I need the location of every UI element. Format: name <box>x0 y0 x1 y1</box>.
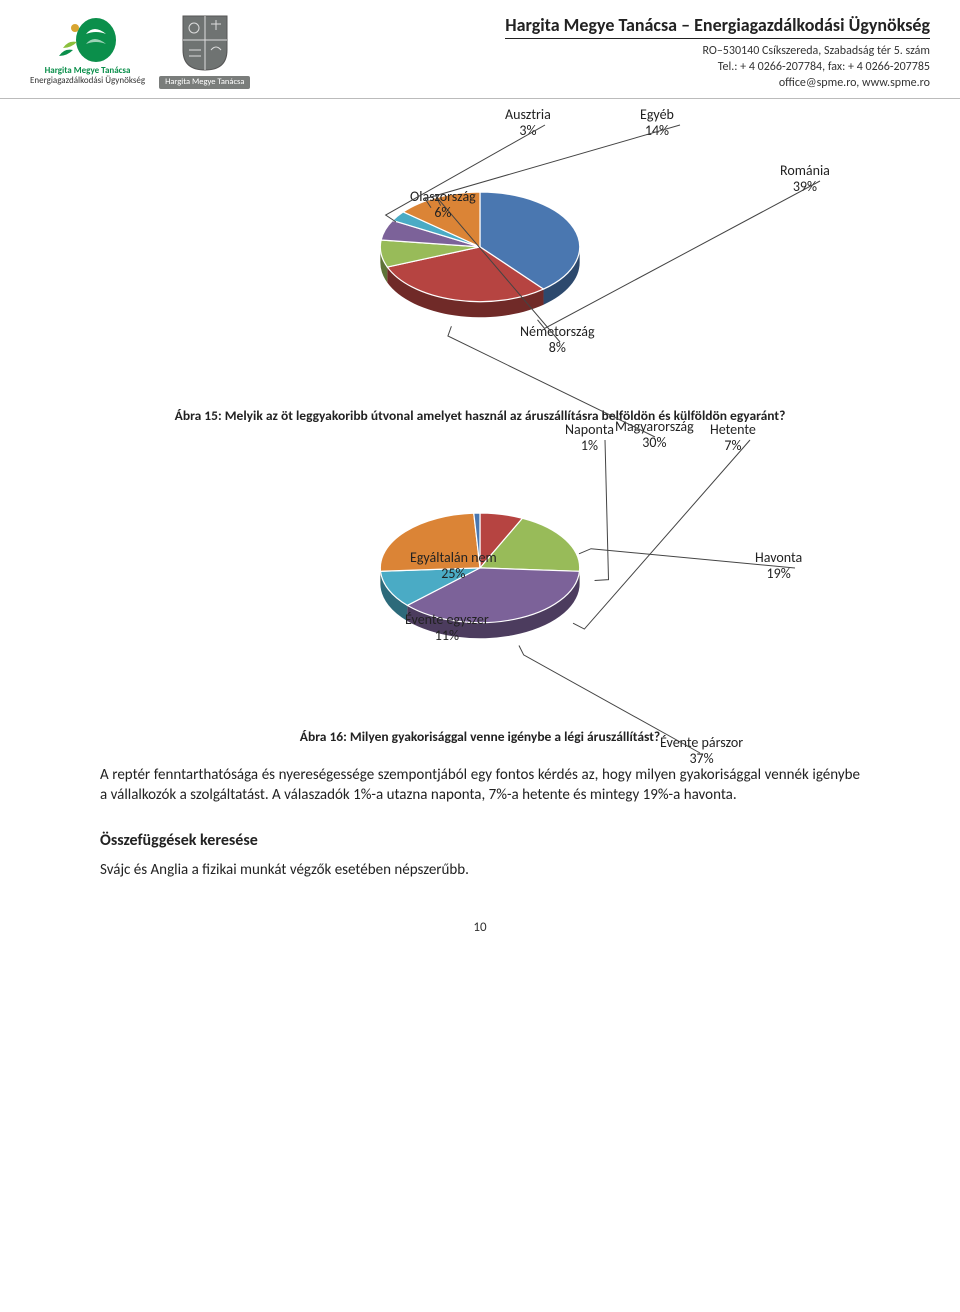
header-right: Hargita Megye Tanácsa – Energiagazdálkod… <box>505 14 930 92</box>
pie-label: Egyáltalán nem25% <box>410 550 497 582</box>
logo-shield: Hargita Megye Tanácsa <box>159 14 250 89</box>
pie-label: Magyarország30% <box>615 419 694 451</box>
pie-chart-frequency: Hetente7%Havonta19%Évente párszor37%Éven… <box>160 450 800 710</box>
shield-badge: Hargita Megye Tanácsa <box>159 76 250 89</box>
figure-caption-16: Ábra 16: Milyen gyakorisággal venne igén… <box>100 728 860 745</box>
logo-agency: Hargita Megye Tanácsa Energiagazdálkodás… <box>30 14 145 86</box>
pie-chart-countries: Románia39%Magyarország30%Németország8%Ol… <box>160 129 800 389</box>
logo-e-icon <box>53 14 123 66</box>
org-address-line2: Tel.: + 4 0266-207784, fax: + 4 0266-207… <box>505 59 930 75</box>
page: Hargita Megye Tanácsa Energiagazdálkodás… <box>0 0 960 965</box>
body-paragraph: A reptér fenntarthatósága és nyereségess… <box>100 765 860 806</box>
pie-label: Évente párszor37% <box>660 735 743 767</box>
section-line: Svájc és Anglia a fizikai munkát végzők … <box>100 860 860 880</box>
pie-label: Ausztria3% <box>505 107 551 139</box>
pie-label: Németország8% <box>520 324 595 356</box>
page-number: 10 <box>0 920 960 935</box>
logo-caption-line2: Energiagazdálkodási Ügynökség <box>30 76 145 86</box>
pie-label: Románia39% <box>780 163 830 195</box>
pie-label: Havonta19% <box>755 550 802 582</box>
pie-label: Évente egyszer11% <box>405 612 489 644</box>
org-address-line1: RO–530140 Csíkszereda, Szabadság tér 5. … <box>505 43 930 59</box>
document-header: Hargita Megye Tanácsa Energiagazdálkodás… <box>0 0 960 99</box>
shield-icon <box>181 14 229 72</box>
pie-label: Naponta1% <box>565 422 614 454</box>
pie-chart-1-canvas: Románia39%Magyarország30%Németország8%Ol… <box>350 129 610 389</box>
pie-label: Olaszország6% <box>410 189 476 221</box>
pie-label: Egyéb14% <box>640 107 674 139</box>
org-address-line3: office@spme.ro, www.spme.ro <box>505 75 930 91</box>
section-heading: Összefüggések keresése <box>100 831 860 850</box>
org-title: Hargita Megye Tanácsa – Energiagazdálkod… <box>505 14 930 39</box>
pie-label: Hetente7% <box>710 422 756 454</box>
pie-chart-2-canvas: Hetente7%Havonta19%Évente párszor37%Éven… <box>350 450 610 710</box>
